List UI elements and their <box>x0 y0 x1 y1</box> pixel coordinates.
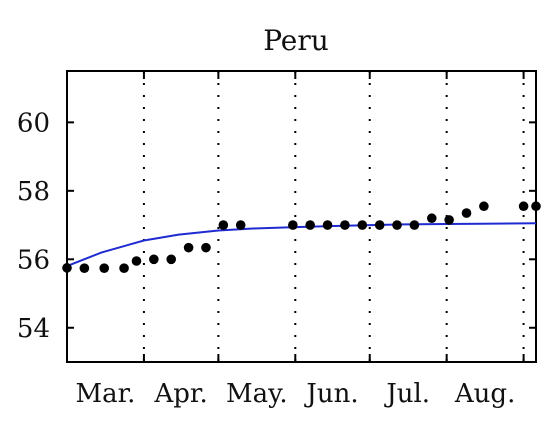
data-point <box>461 208 472 218</box>
data-point <box>183 242 194 253</box>
chart-title: Peru <box>263 24 329 57</box>
x-tick-label: Mar. <box>75 379 135 409</box>
y-tick-label: 54 <box>17 314 50 344</box>
data-point <box>392 220 402 230</box>
y-tick-label: 60 <box>17 108 50 138</box>
x-tick-label: Jul. <box>383 379 430 409</box>
data-point <box>305 220 315 230</box>
scatter-points <box>62 201 541 273</box>
x-tick-label: Jun. <box>303 379 358 409</box>
y-tick-label: 56 <box>17 245 50 275</box>
data-point <box>518 201 529 212</box>
data-point <box>218 220 229 230</box>
x-axis: Mar. Apr. May. Jun. Jul. Aug. <box>75 71 525 409</box>
data-point <box>426 213 437 224</box>
data-point <box>79 263 90 273</box>
data-point <box>531 201 541 212</box>
x-tick-label: May. <box>226 379 288 409</box>
data-point <box>374 220 385 230</box>
data-point <box>201 242 211 253</box>
data-point <box>409 220 420 230</box>
data-point <box>119 263 129 273</box>
data-point <box>444 215 454 225</box>
data-point <box>357 220 368 230</box>
x-tick-label: Aug. <box>454 379 515 409</box>
data-point <box>166 254 177 265</box>
data-point <box>99 263 110 273</box>
data-point <box>479 201 489 212</box>
y-tick-label: 58 <box>17 177 50 207</box>
data-point <box>131 256 142 266</box>
x-tick-label: Apr. <box>154 379 208 409</box>
data-point <box>149 254 159 265</box>
data-point <box>288 220 298 230</box>
plot-frame <box>66 70 537 363</box>
data-point <box>322 220 333 230</box>
y-axis: 54 56 58 60 <box>17 108 536 344</box>
data-point <box>235 220 246 230</box>
data-point <box>340 220 350 230</box>
data-point <box>62 263 72 273</box>
